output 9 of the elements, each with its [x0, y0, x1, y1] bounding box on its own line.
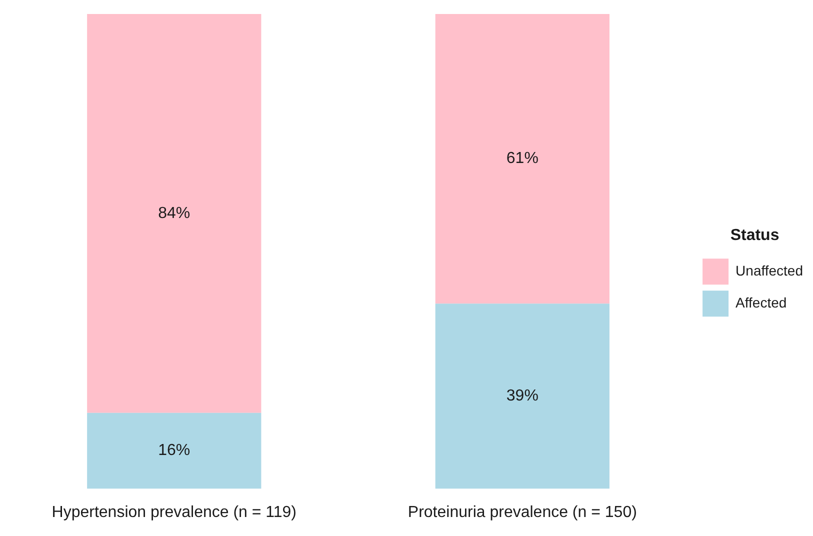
data-label: 16% [158, 442, 190, 460]
x-tick-label: Hypertension prevalence (n = 119) [52, 504, 297, 521]
data-label: 61% [506, 150, 538, 168]
x-tick-label: Proteinuria prevalence (n = 150) [408, 504, 637, 521]
legend-title: Status [730, 226, 780, 244]
legend-label: Affected [736, 294, 787, 310]
data-label: 39% [506, 388, 538, 405]
legend-label: Unaffected [736, 262, 804, 278]
data-label: 84% [158, 204, 190, 222]
